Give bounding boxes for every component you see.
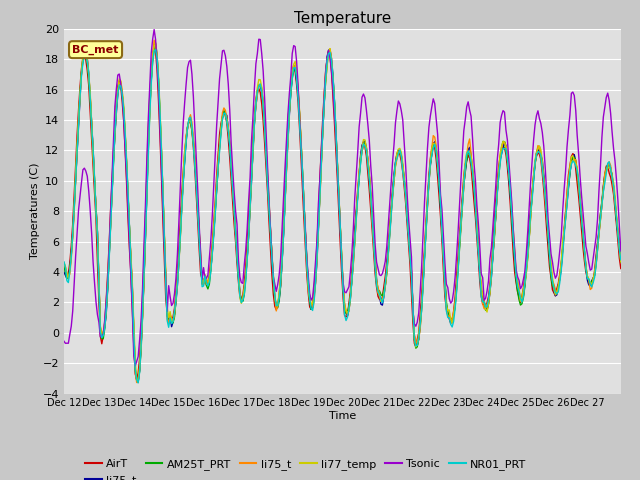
Title: Temperature: Temperature (294, 11, 391, 26)
Legend: AirT, li75_t, AM25T_PRT, li75_t, li77_temp, Tsonic, NR01_PRT: AirT, li75_t, AM25T_PRT, li75_t, li77_te… (81, 455, 531, 480)
Y-axis label: Temperatures (C): Temperatures (C) (30, 163, 40, 260)
X-axis label: Time: Time (329, 411, 356, 421)
Text: BC_met: BC_met (72, 45, 119, 55)
